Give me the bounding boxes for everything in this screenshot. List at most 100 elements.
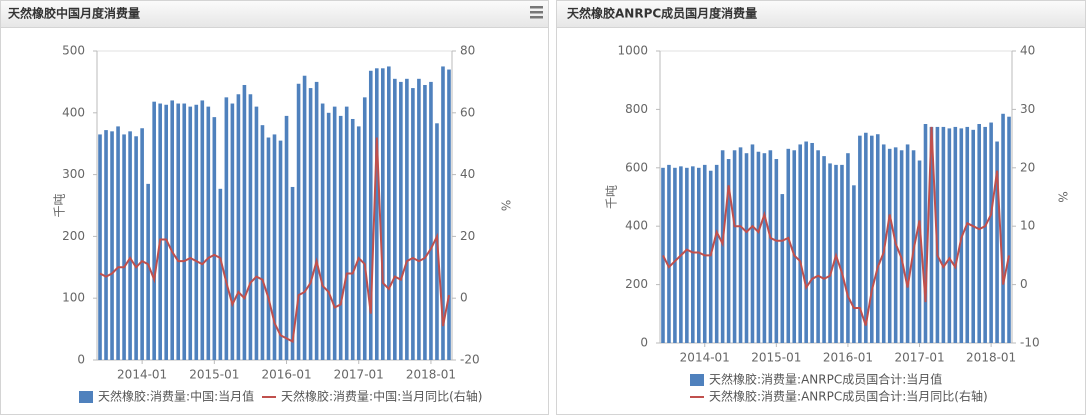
bar [417,78,421,360]
bar [284,115,289,360]
bar [887,148,892,343]
x-tick-label: 2015-01 [189,368,239,382]
bar [176,103,181,360]
bar [146,183,150,360]
y2-tick-label: 40 [1020,44,1035,58]
bar [983,126,987,343]
bar [140,128,144,360]
bar [864,132,868,343]
chart-title: 天然橡胶中国月度消费量 [8,6,140,21]
y2-tick-label: 0 [460,291,468,305]
x-tick-label: 2016-01 [823,351,873,365]
x-tick-label: 2018-01 [966,351,1016,365]
y-tick-label: 500 [62,44,85,58]
bar [852,185,856,343]
bar [858,135,862,343]
menu-icon[interactable] [530,6,543,19]
bar [429,81,433,361]
bar [941,126,946,343]
bar [1007,116,1011,343]
bar [875,134,880,343]
bar [387,66,391,360]
bar [320,103,325,360]
bar [236,94,241,360]
bar [804,141,808,343]
bar [441,66,445,360]
bar [362,97,367,360]
y-axis-label: 千吨 [605,185,619,209]
y2-tick-label: 10 [1020,219,1035,233]
bar [899,150,904,343]
bar [661,167,665,343]
x-tick-label: 2017-01 [334,368,384,382]
bar [917,160,922,343]
bar [732,150,737,343]
bar [116,126,120,360]
bar [206,106,211,361]
y-tick-label: 200 [62,229,85,243]
bar [374,68,379,360]
bar [816,150,820,343]
bar [714,164,719,343]
bar [726,159,731,343]
y-tick-label: 100 [62,291,85,305]
bar [218,188,223,360]
bar [923,124,928,343]
bar [170,100,175,360]
bar [708,170,713,343]
bar [164,104,168,361]
y-tick-label: 300 [62,167,85,181]
bar [224,97,229,360]
bar [368,70,373,360]
y2-tick-label: 60 [460,105,475,119]
y-tick-label: 800 [625,102,648,116]
y2-axis-label: % [1056,191,1070,202]
bar [947,128,952,343]
y2-tick-label: 20 [460,229,475,243]
bar [738,147,743,343]
bar [152,101,156,361]
y-tick-label: 200 [625,277,648,291]
bar [447,69,451,360]
bar [290,186,295,360]
y2-tick-label: 30 [1020,102,1035,116]
bar [702,164,707,343]
line [99,137,450,344]
bar [881,144,886,343]
legend-label: 天然橡胶:消费量:中国:当月同比(右轴) [281,389,483,404]
bar [314,81,319,361]
y2-tick-label: 0 [1020,277,1028,291]
bar [254,106,259,361]
bar [828,163,832,343]
x-tick-label: 2015-01 [751,351,801,365]
bar [810,142,814,343]
bar [122,134,126,360]
legend-swatch [690,374,704,386]
y2-tick-label: 80 [460,44,475,58]
y2-tick-label: 20 [1020,160,1035,174]
bar [696,167,701,343]
bar [965,126,970,343]
bar [98,134,102,360]
bar [798,144,802,343]
bar [977,124,981,343]
bar [423,84,427,361]
bar [822,156,826,343]
bar [158,103,162,360]
y-axis-label: 千吨 [53,193,67,217]
bar [762,153,767,343]
bar [1001,113,1005,343]
bar [756,151,761,343]
y2-tick-label: -10 [1020,336,1040,350]
legend-label: 天然橡胶:消费量:中国:当月值 [98,389,254,404]
line [662,126,1010,326]
bar [840,164,844,343]
bar [720,150,725,343]
bar [667,164,671,343]
bar [792,150,797,343]
bar [744,153,749,343]
y-tick-label: 0 [77,353,85,367]
y-tick-label: 600 [625,160,648,174]
bar [411,88,415,360]
